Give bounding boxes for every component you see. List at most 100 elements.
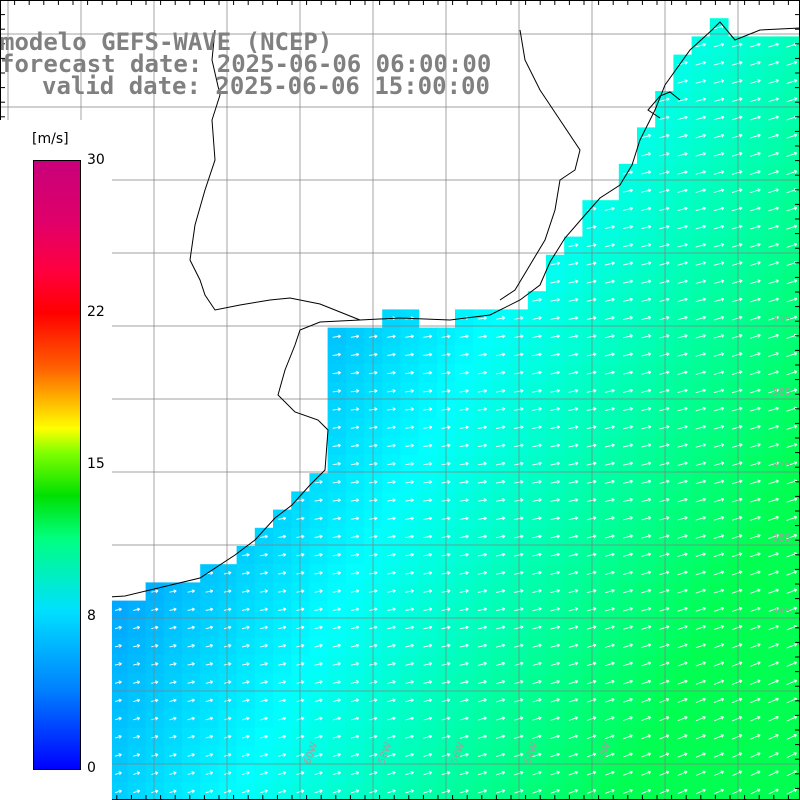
wind-arrow [332, 771, 341, 776]
wind-arrow [786, 661, 798, 667]
wind-arrow [750, 461, 761, 467]
wind-arrow [786, 315, 798, 321]
wind-arrow [768, 151, 779, 157]
wind-arrow [278, 698, 287, 703]
wind-arrow [677, 370, 688, 375]
wind-arrow [731, 443, 743, 448]
wind-arrow [750, 443, 761, 448]
wind-arrow [731, 242, 743, 248]
wind-arrow [695, 352, 707, 357]
wind-arrow [387, 571, 396, 575]
wind-arrow [623, 770, 633, 776]
wind-arrows [6, 24, 798, 795]
wind-arrow [622, 297, 634, 302]
wind-arrow [169, 771, 177, 776]
wind-arrow [750, 60, 761, 66]
wind-arrow [768, 42, 779, 48]
wind-arrow [387, 771, 396, 776]
wind-arrow [532, 734, 542, 739]
wind-arrow [495, 643, 506, 648]
valid-date: valid date: 2025-06-06 15:00:00 [42, 72, 490, 100]
wind-arrow [568, 498, 579, 502]
wind-arrow [151, 698, 159, 703]
wind-arrow [387, 643, 396, 648]
wind-arrow [604, 225, 615, 230]
wind-arrow [387, 516, 396, 521]
wind-arrow [187, 625, 195, 630]
wind-arrow [713, 716, 725, 722]
wind-arrow [623, 643, 633, 649]
wind-arrow [586, 443, 597, 448]
wind-arrow [768, 370, 779, 376]
wind-arrow [151, 643, 159, 648]
lat-label: 38S [772, 533, 792, 544]
wind-arrow [750, 625, 761, 631]
wind-arrow [750, 752, 761, 758]
wind-arrow [786, 515, 798, 521]
wind-arrow [677, 697, 688, 703]
forecast-date: forecast date: 2025-06-06 06:00:00 [0, 50, 492, 78]
colorbar-tick-15: 15 [87, 456, 105, 472]
wind-arrow [568, 407, 579, 411]
wind-arrow [350, 352, 360, 357]
wind-arrow [187, 589, 195, 594]
wind-arrow [677, 79, 688, 84]
wind-arrow [713, 61, 725, 66]
wind-arrow [459, 370, 469, 375]
wind-arrow [677, 425, 688, 430]
wind-arrow [459, 389, 469, 393]
wind-arrow [786, 388, 798, 394]
wind-arrow [114, 734, 122, 739]
wind-arrow [260, 625, 268, 630]
wind-arrow [641, 788, 652, 795]
wind-arrow [750, 133, 761, 139]
wind-arrow [768, 279, 779, 285]
wind-arrow [223, 734, 232, 739]
wind-arrow [677, 516, 688, 521]
wind-arrow [477, 625, 488, 630]
wind-arrow [586, 243, 597, 248]
wind-arrow [332, 516, 341, 521]
wind-arrow [641, 516, 652, 521]
wind-arrow [423, 752, 433, 757]
wind-arrow [677, 607, 688, 612]
wind-arrow [241, 734, 250, 739]
wind-arrow [477, 680, 487, 685]
wind-arrow [550, 425, 561, 430]
wind-arrow [151, 734, 159, 739]
wind-arrow [169, 607, 177, 612]
wind-arrow [622, 370, 634, 375]
wind-arrow [750, 297, 761, 303]
wind-arrow [768, 97, 779, 103]
wind-arrow [387, 607, 396, 612]
wind-arrow [768, 715, 779, 722]
wind-arrow [223, 771, 232, 776]
wind-arrow [459, 534, 469, 539]
wind-arrow [568, 770, 579, 776]
wind-arrow [314, 680, 323, 685]
wind-arrow [568, 752, 579, 758]
wind-arrow [169, 662, 177, 666]
wind-arrow [568, 789, 579, 794]
wind-arrow [695, 224, 707, 230]
wind-arrow [695, 461, 707, 466]
wind-arrow [223, 753, 232, 757]
wind-arrow [405, 661, 414, 666]
wind-arrow [532, 789, 542, 794]
wind-arrow [151, 680, 159, 685]
wind-arrow [786, 224, 798, 230]
wind-arrow [205, 698, 214, 703]
wind-arrow [550, 679, 560, 685]
wind-arrow [586, 643, 597, 648]
wind-arrow [786, 370, 798, 376]
wind-arrow [495, 734, 506, 739]
wind-arrow [677, 115, 688, 121]
wind-arrow [768, 388, 779, 394]
wind-arrow [713, 461, 725, 466]
wind-arrow [659, 679, 670, 685]
coast-line [0, 21, 800, 629]
wind-arrow [604, 625, 615, 630]
wind-arrow [623, 752, 633, 758]
wind-arrow [750, 97, 761, 103]
wind-arrow [641, 607, 652, 612]
